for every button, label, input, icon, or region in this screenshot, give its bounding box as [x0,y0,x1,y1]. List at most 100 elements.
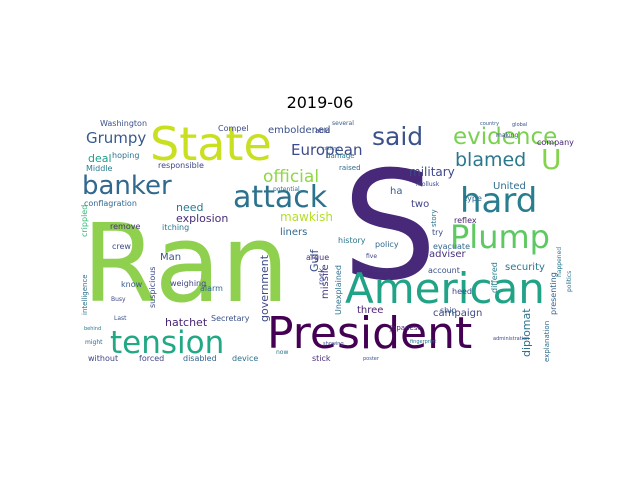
cloud-word: United [493,181,526,192]
cloud-word: account [428,266,460,275]
cloud-word: deal [88,152,112,165]
cloud-word: liners [280,227,307,238]
cloud-word: Man [160,252,181,263]
cloud-word: conflagration [84,199,137,208]
cloud-word: try [432,228,443,237]
cloud-word: raised [339,164,361,172]
cloud-word: Compel [218,124,249,133]
cloud-word: diplomat [520,308,533,357]
cloud-word: Grumpy [86,129,146,147]
cloud-word: weighing [170,279,206,288]
cloud-word: administration [493,336,529,342]
cloud-word: adviser [429,249,467,260]
cloud-word: Japanese [389,324,422,332]
cloud-word: potential [273,186,300,193]
cloud-word: heed [452,287,472,296]
cloud-word: security [505,262,545,273]
cloud-word: mollusk [416,181,440,188]
cloud-word: explanation [543,321,551,362]
cloud-word: responsible [158,161,204,170]
cloud-word: might [85,339,103,346]
cloud-word: remove [110,222,140,231]
cloud-word: banker [82,171,172,201]
cloud-word: forced [139,354,164,363]
cloud-word: American [345,264,545,313]
cloud-word: happened [556,247,563,277]
figure-title: 2019-06 [286,93,354,112]
cloud-word: country [480,121,499,127]
cloud-word: two [411,199,429,210]
cloud-word: said [372,122,423,151]
cloud-word: Plump [450,218,550,256]
cloud-word: able [315,127,330,135]
cloud-word: evidence [453,124,557,150]
cloud-word: presenting [549,272,558,315]
cloud-word: three [357,305,383,316]
cloud-word: differed [490,262,499,293]
cloud-word: tension [110,325,224,361]
cloud-word: know [121,280,143,289]
cloud-word: device [232,354,258,363]
cloud-word: several [332,120,354,127]
cloud-word: disabled [183,354,217,363]
cloud-word: government [258,254,271,322]
cloud-word: intelligence [81,274,89,315]
cloud-word: Busy [111,296,126,303]
cloud-word: blamed [455,149,526,171]
cloud-word: Washington [100,119,147,128]
cloud-word: emboldened [268,125,330,136]
cloud-word: cutting [322,146,340,152]
cloud-word: company [537,138,574,147]
cloud-word: reflex [454,216,477,225]
cloud-word: crippled [80,205,89,237]
cloud-word: now [276,349,288,356]
cloud-word: rock [317,268,326,285]
cloud-word: hoping [112,151,139,160]
cloud-word: damage [326,152,355,160]
cloud-word: five [366,253,377,260]
cloud-word: European [291,141,362,159]
cloud-word: global [512,122,527,128]
cloud-word: Unexplained [334,265,343,315]
cloud-word: missile [320,264,331,299]
cloud-word: behind [84,326,101,332]
cloud-word: showing [323,341,344,347]
cloud-word: suspicious [148,267,157,308]
cloud-word: stick [312,354,331,363]
cloud-word: President [267,308,472,359]
cloud-word: State [150,117,272,171]
cloud-word: policy [375,240,399,249]
cloud-word: poster [363,356,380,362]
cloud-word: official [263,167,319,187]
cloud-word: Gulf [308,248,321,272]
cloud-word: campaign [433,308,482,319]
cloud-word: Middle [86,164,113,173]
cloud-word: politics [566,271,573,292]
cloud-word: evacuate [433,242,470,251]
cloud-word: without [88,354,118,363]
cloud-word: history [338,236,366,245]
cloud-word: hard [460,181,537,221]
cloud-word: crew [112,242,131,251]
cloud-word: need [176,201,204,214]
cloud-word: argue [306,253,329,262]
word-cloud: Ran S President American State tension a… [80,115,576,365]
cloud-word: Ran [82,202,289,327]
cloud-word: hatchet [165,316,208,329]
cloud-word: attack [233,180,328,215]
cloud-word: ship [440,306,457,315]
cloud-word: mawkish [280,210,333,224]
cloud-word: alarm [200,284,223,293]
cloud-word: fingerprint [410,339,436,345]
cloud-word: story [430,209,438,227]
cloud-word: making [496,132,518,139]
cloud-word: S [342,140,437,314]
cloud-word: military [409,165,455,179]
word-cloud-canvas: Ran S President American State tension a… [80,117,574,363]
cloud-word: U [541,143,562,176]
cloud-word: explosion [176,212,228,225]
cloud-word: leader [373,268,390,274]
cloud-word: itching [162,223,189,232]
cloud-word: Last [114,315,127,322]
cloud-word: Secretary [211,314,250,323]
